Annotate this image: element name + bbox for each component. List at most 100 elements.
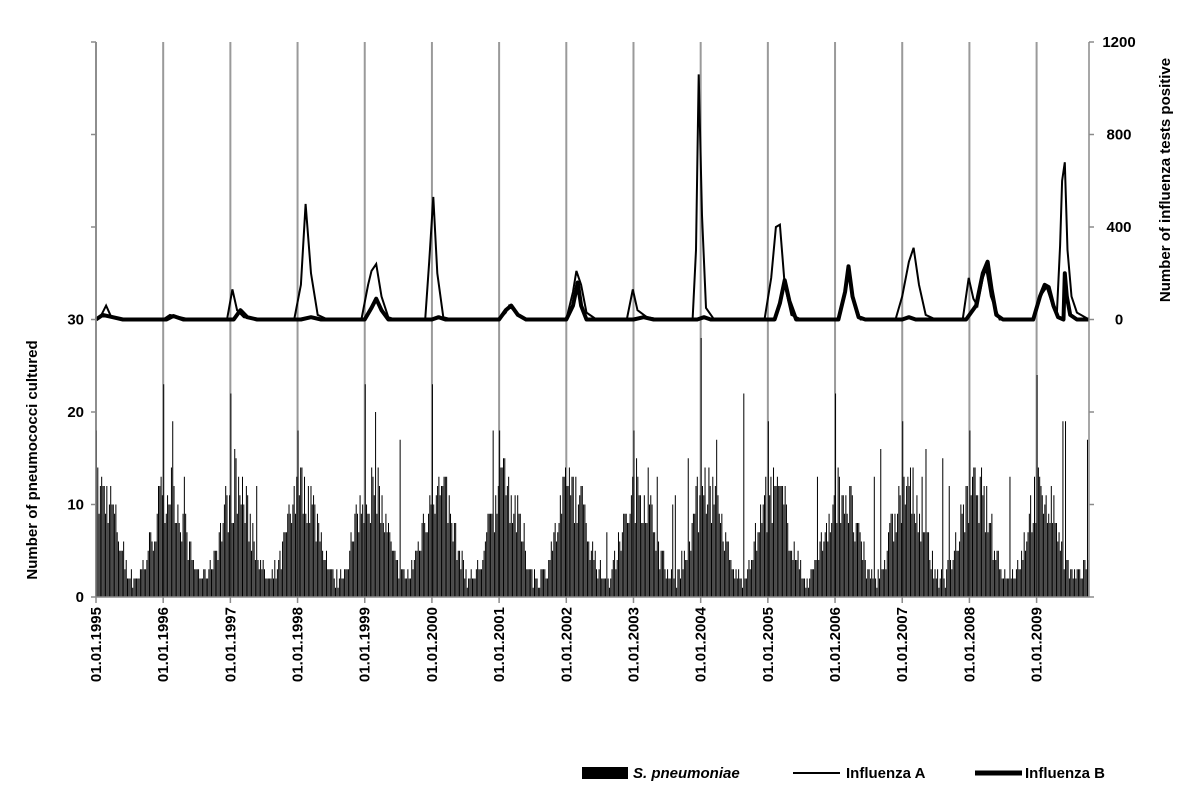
pneumococci-bar — [125, 560, 127, 597]
pneumococci-bar — [780, 486, 782, 597]
pneumococci-bar — [183, 476, 185, 597]
pneumococci-bar — [439, 495, 441, 597]
pneumococci-bar — [712, 476, 714, 597]
pneumococci-bar — [274, 560, 276, 597]
pneumococci-bar — [983, 486, 985, 597]
pneumococci-bar — [327, 569, 329, 597]
pneumococci-bar — [395, 560, 397, 597]
pneumococci-bar — [550, 541, 552, 597]
pneumococci-bar — [966, 486, 968, 597]
pneumococci-bar — [402, 569, 404, 597]
pneumococci-bar — [880, 449, 882, 597]
pneumococci-bar — [987, 532, 989, 597]
pneumococci-bar — [934, 569, 936, 597]
pneumococci-bar — [226, 495, 228, 597]
pneumococci-bar — [643, 495, 645, 597]
pneumococci-bar — [411, 560, 413, 597]
pneumococci-bar — [897, 513, 899, 597]
pneumococci-bar — [333, 578, 335, 597]
pneumococci-bar — [570, 495, 572, 597]
pneumococci-bar — [785, 504, 787, 597]
pneumococci-bar — [654, 532, 656, 597]
pneumococci-bar — [942, 458, 944, 597]
pneumococci-bar — [1028, 513, 1030, 597]
pneumococci-bar — [565, 467, 567, 597]
pneumococci-bar — [354, 513, 356, 597]
pneumococci-bar — [200, 578, 202, 597]
pneumococci-bar — [1018, 569, 1020, 597]
pneumococci-bar — [1062, 421, 1064, 597]
pneumococci-bar — [831, 523, 833, 597]
pneumococci-bar — [722, 541, 724, 597]
pneumococci-bar — [340, 569, 342, 597]
pneumococci-bar — [822, 550, 824, 597]
pneumococci-bar — [943, 578, 945, 597]
pneumococci-bar — [545, 578, 547, 597]
pneumococci-bar — [130, 569, 132, 597]
pneumococci-bar — [1004, 569, 1006, 597]
pneumococci-bar — [991, 513, 993, 597]
pneumococci-bar — [735, 569, 737, 597]
x-tick-label: 01.01.1999 — [357, 607, 374, 682]
pneumococci-bar — [553, 532, 555, 597]
pneumococci-bar — [309, 523, 311, 597]
pneumococci-bar — [139, 569, 141, 597]
pneumococci-bar — [391, 550, 393, 597]
pneumococci-bar — [805, 587, 807, 597]
pneumococci-bar — [1052, 523, 1054, 597]
pneumococci-bar — [156, 513, 158, 597]
pneumococci-bar — [802, 578, 804, 597]
pneumococci-bar — [793, 541, 795, 597]
pneumococci-bar — [368, 513, 370, 597]
pneumococci-bar — [373, 495, 375, 597]
pneumococci-bar — [634, 523, 636, 597]
x-tick-label: 01.01.2001 — [491, 607, 508, 682]
pneumococci-bar — [877, 569, 879, 597]
pneumococci-bar — [616, 560, 618, 597]
pneumococci-bar — [360, 513, 362, 597]
pneumococci-bar — [771, 523, 773, 597]
pneumococci-bar — [207, 578, 209, 597]
pneumococci-bar — [413, 560, 415, 597]
pneumococci-bar — [515, 532, 517, 597]
pneumococci-bar — [364, 384, 366, 597]
pneumococci-bar — [106, 486, 108, 597]
pneumococci-bar — [1075, 578, 1077, 597]
pneumococci-bar — [995, 560, 997, 597]
pneumococci-bar — [1009, 476, 1011, 597]
pneumococci-bar — [192, 560, 194, 597]
pneumococci-bar — [201, 578, 203, 597]
pneumococci-bar — [107, 523, 109, 597]
pneumococci-bar — [977, 495, 979, 597]
x-axis-ticks: 01.01.1995 01.01.1996 01.01.1997 01.01.1998… — [88, 597, 1046, 682]
pneumococci-bar — [825, 523, 827, 597]
pneumococci-bar — [544, 569, 546, 597]
pneumococci-bar — [850, 486, 852, 597]
pneumococci-bar — [530, 569, 532, 597]
pneumococci-bar — [731, 569, 733, 597]
pneumococci-bar — [739, 578, 741, 597]
pneumococci-bar — [860, 541, 862, 597]
pneumococci-bar — [429, 495, 431, 597]
pneumococci-bar — [148, 532, 150, 597]
pneumococci-bar — [563, 476, 565, 597]
pneumococci-bar — [596, 569, 598, 597]
pneumococci-bar — [745, 578, 747, 597]
pneumococci-bar — [775, 486, 777, 597]
pneumococci-bar — [150, 532, 152, 597]
pneumococci-bar — [508, 476, 510, 597]
pneumococci-bar — [646, 523, 648, 597]
pneumococci-bar — [1034, 476, 1036, 597]
pneumococci-bar — [950, 560, 952, 597]
pneumococci-bar — [129, 578, 131, 597]
pneumococci-bar — [351, 541, 353, 597]
pneumococci-bar — [440, 486, 442, 597]
pneumococci-bar — [933, 578, 935, 597]
pneumococci-bar — [1053, 495, 1055, 597]
pneumococci-bar — [611, 569, 613, 597]
pneumococci-bar — [857, 523, 859, 597]
pneumococci-bar — [770, 476, 772, 597]
pneumococci-bar — [1040, 486, 1042, 597]
legend-label-s-pneumoniae: S. pneumoniae — [633, 765, 740, 782]
pneumococci-bar — [227, 532, 229, 597]
